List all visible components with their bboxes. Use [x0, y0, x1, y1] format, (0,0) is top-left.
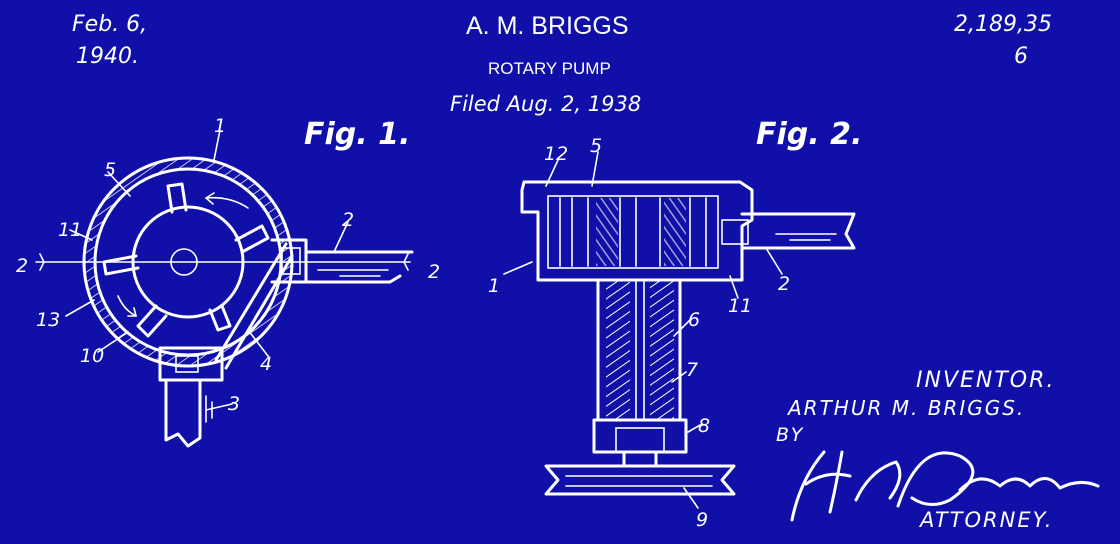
- inventor-header: A. M. BRIGGS: [466, 12, 629, 40]
- fig1-caption: Fig. 1.: [304, 117, 411, 152]
- fig2-stem: [596, 278, 682, 422]
- filed-date: Filed Aug. 2, 1938: [450, 92, 642, 116]
- fig2-drawing: 12 5 1 2 6 7 8 9 11: [488, 135, 856, 531]
- fig1-vane-left: [102, 254, 140, 276]
- fig1-label-2-left: 2: [16, 255, 28, 277]
- fig1-label-11: 11: [58, 219, 82, 241]
- fig1-outlet-pipe: [304, 250, 414, 284]
- date-line-2: 1940.: [76, 44, 139, 69]
- fig1-inlet-housing: [158, 346, 224, 382]
- fig1-label-4: 4: [260, 353, 272, 375]
- fig2-label-11: 11: [728, 295, 752, 317]
- fig1-vane-right: [234, 224, 270, 254]
- fig2-label-6: 6: [688, 309, 700, 331]
- fig2-housing: [520, 180, 754, 282]
- fig2-chamber: [547, 195, 719, 269]
- fig1-vane-top: [166, 182, 188, 214]
- fig2-label-9: 9: [696, 509, 708, 531]
- fig1-label-2-right: 2: [428, 261, 440, 283]
- fig1-arrow-left: [117, 295, 137, 317]
- fig1-outlet-housing: [270, 238, 308, 284]
- fig2-label-8: 8: [698, 415, 710, 437]
- patent-title: ROTARY PUMP: [488, 59, 611, 78]
- fig2-outlet: [740, 212, 856, 250]
- fig1-arrow-top: [205, 196, 249, 209]
- fig2-pulley: [544, 464, 736, 496]
- fig1-label-10: 10: [80, 345, 104, 367]
- patent-number-line-1: 2,189,35: [954, 12, 1052, 37]
- fig2-label-7: 7: [686, 359, 698, 381]
- fig1-vane-bottom-left: [136, 304, 168, 338]
- patent-number-line-2: 6: [1014, 44, 1028, 69]
- fig1-label-3: 3: [228, 393, 240, 415]
- fig1-inlet-pipe: [164, 378, 202, 448]
- fig1-vane-bottom-right: [208, 304, 232, 332]
- fig2-label-1: 1: [488, 275, 500, 297]
- fig2-gland: [592, 418, 688, 454]
- inventor-heading: INVENTOR.: [916, 368, 1056, 393]
- fig1-label-2: 2: [342, 209, 354, 231]
- date-line-1: Feb. 6,: [72, 12, 148, 37]
- fig2-label-5: 5: [590, 135, 602, 157]
- fig1-label-1: 1: [214, 115, 226, 137]
- fig2-label-2: 2: [778, 273, 790, 295]
- attorney-label: ATTORNEY.: [920, 508, 1054, 532]
- attorney-signature: [790, 450, 1100, 522]
- inventor-full-name: ARTHUR M. BRIGGS.: [788, 396, 1026, 420]
- fig2-label-12: 12: [544, 143, 568, 165]
- by-label: BY: [776, 424, 805, 446]
- fig1-drawing: 5 1 11 2 13 10 4 3 2 2: [16, 115, 440, 448]
- fig1-label-5: 5: [104, 159, 116, 181]
- fig1-label-13: 13: [36, 309, 60, 331]
- fig1-pipe-4: [214, 242, 294, 370]
- fig2-caption: Fig. 2.: [756, 117, 863, 152]
